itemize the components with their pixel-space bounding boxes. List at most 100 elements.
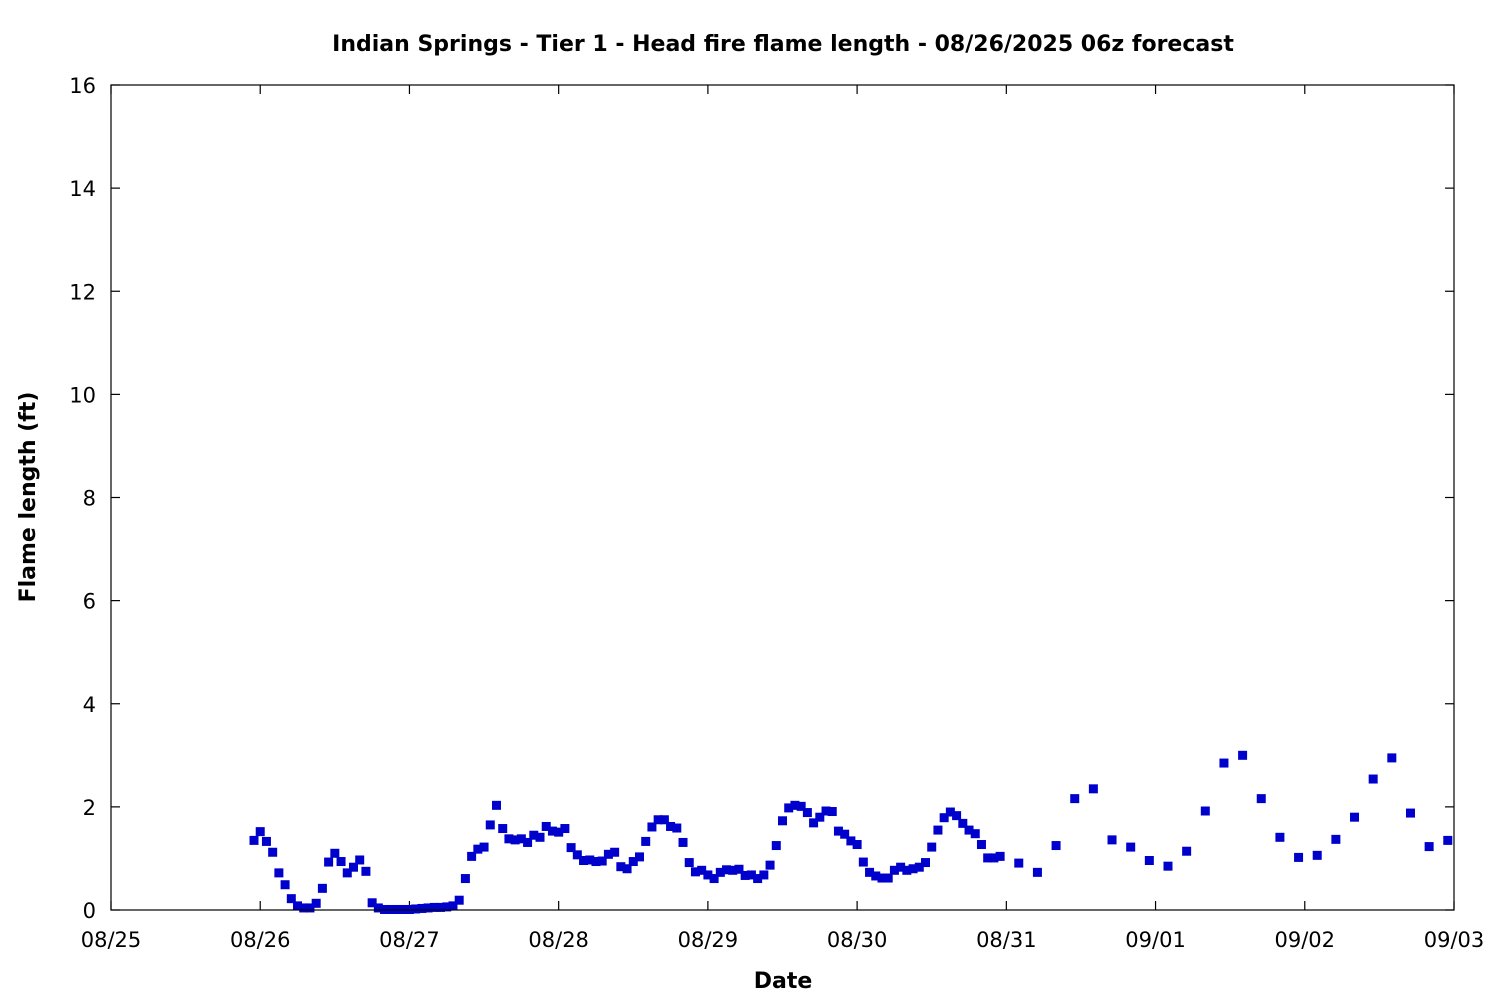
data-point xyxy=(1032,867,1042,877)
data-point xyxy=(330,848,340,858)
x-tick-label: 09/02 xyxy=(1275,928,1336,952)
y-tick-label: 6 xyxy=(83,590,96,614)
data-point xyxy=(249,835,259,845)
data-point xyxy=(684,858,694,868)
data-point xyxy=(1275,832,1285,842)
data-point xyxy=(728,865,738,875)
x-tick-label: 08/30 xyxy=(827,928,888,952)
data-point xyxy=(1424,842,1434,852)
data-point xyxy=(790,800,800,810)
data-point xyxy=(324,857,334,867)
data-point xyxy=(840,829,850,839)
data-point xyxy=(778,816,787,826)
data-point xyxy=(635,852,644,862)
y-tick-label: 10 xyxy=(69,383,96,407)
data-point xyxy=(883,873,893,883)
data-point xyxy=(529,830,539,840)
data-point xyxy=(255,827,265,837)
data-point xyxy=(603,849,613,859)
data-point xyxy=(927,842,937,852)
x-tick-label: 08/26 xyxy=(230,928,291,952)
x-tick-label: 08/29 xyxy=(678,928,739,952)
data-point xyxy=(541,821,551,831)
data-point xyxy=(373,903,383,913)
data-point xyxy=(523,837,533,847)
data-point xyxy=(585,855,595,865)
data-point xyxy=(510,835,520,845)
data-point xyxy=(846,836,856,846)
data-point xyxy=(411,904,421,914)
data-point xyxy=(908,864,918,874)
data-point xyxy=(871,871,881,881)
data-point xyxy=(921,858,930,868)
data-point xyxy=(647,822,657,832)
data-point xyxy=(460,874,470,884)
y-tick-label: 8 xyxy=(83,487,96,511)
data-point xyxy=(722,865,732,875)
data-point xyxy=(958,818,968,828)
data-point xyxy=(560,824,570,834)
data-point xyxy=(572,850,582,860)
data-point xyxy=(280,880,290,890)
data-point xyxy=(299,903,309,913)
x-tick-label: 08/27 xyxy=(379,928,440,952)
data-point xyxy=(1144,856,1154,865)
data-point xyxy=(417,903,427,913)
x-tick-labels: 08/25 08/26 08/27 08/28 08/29 08/30 08/31 09/01… xyxy=(81,928,1485,952)
data-point xyxy=(491,800,501,810)
data-point xyxy=(1070,794,1080,804)
data-point xyxy=(317,883,327,893)
data-point xyxy=(896,862,906,872)
data-point xyxy=(547,826,557,836)
data-point xyxy=(1256,794,1266,804)
data-point xyxy=(827,807,837,817)
data-point xyxy=(305,903,315,913)
data-point xyxy=(1368,774,1378,784)
plot-frame xyxy=(110,84,1455,911)
data-point xyxy=(442,902,452,912)
data-point xyxy=(809,818,819,828)
data-point xyxy=(659,815,669,825)
data-point xyxy=(989,853,999,863)
data-point xyxy=(622,864,632,874)
y-tick-label: 0 xyxy=(83,899,96,923)
data-point xyxy=(821,806,831,816)
data-point xyxy=(1182,846,1192,856)
data-point xyxy=(429,902,439,912)
data-point xyxy=(479,842,489,852)
x-tick-label: 09/03 xyxy=(1424,928,1485,952)
data-point xyxy=(448,901,458,911)
data-point xyxy=(740,870,750,880)
data-point xyxy=(1294,852,1304,862)
data-point xyxy=(610,847,620,857)
data-point xyxy=(1200,806,1210,816)
data-point xyxy=(759,870,769,880)
data-point xyxy=(678,837,688,847)
y-tick-label: 12 xyxy=(69,280,96,304)
data-point xyxy=(361,866,371,876)
x-tick-label: 08/25 xyxy=(81,928,142,952)
data-point xyxy=(1387,753,1397,763)
y-tick-label: 14 xyxy=(69,177,96,201)
data-point xyxy=(504,834,514,844)
data-point xyxy=(436,902,446,912)
y-tick-label: 4 xyxy=(83,693,96,717)
data-point xyxy=(914,862,924,872)
data-point xyxy=(753,874,763,884)
x-tick-label: 08/28 xyxy=(528,928,589,952)
data-point xyxy=(1051,841,1061,851)
data-point xyxy=(746,870,756,880)
data-point xyxy=(690,867,700,877)
data-point xyxy=(591,857,601,867)
data-point xyxy=(566,843,576,853)
data-point xyxy=(995,851,1005,861)
data-point xyxy=(1350,812,1360,822)
data-point xyxy=(454,895,464,905)
data-point xyxy=(939,813,949,823)
data-point xyxy=(1443,835,1453,845)
data-point xyxy=(666,821,676,831)
data-point xyxy=(616,862,626,872)
data-point xyxy=(473,844,483,854)
data-point xyxy=(784,803,794,813)
